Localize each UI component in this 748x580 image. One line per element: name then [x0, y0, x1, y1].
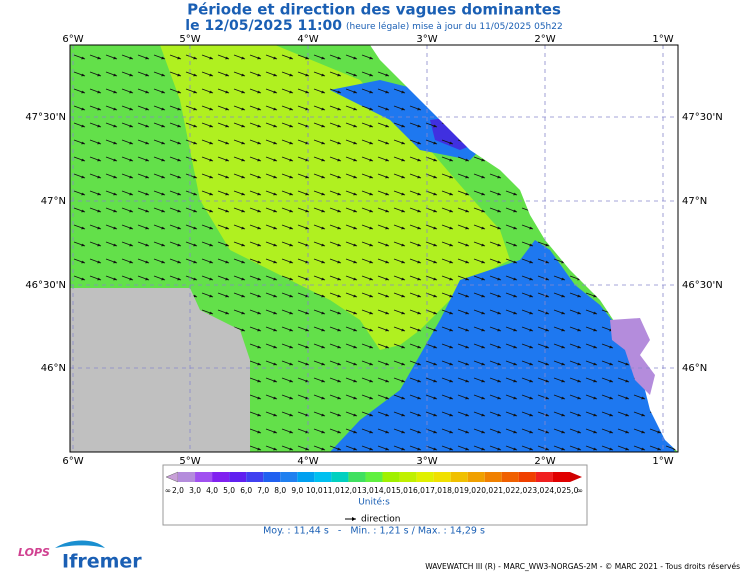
colorbar-segment	[484, 472, 502, 482]
lon-label-top: 5°W	[179, 34, 200, 45]
estuary	[610, 318, 655, 395]
colorbar-label: ∞	[577, 486, 583, 495]
lat-label-right: 46°30'N	[682, 280, 723, 291]
lon-label-top: 1°W	[652, 34, 673, 45]
colorbar-label: 15,0	[391, 486, 408, 495]
colorbar-label: 11,0	[323, 486, 340, 495]
lon-label-top: 2°W	[534, 34, 555, 45]
graticule: 6°W 6°W 5°W 5°W 4°W 4°W 3°W 3°W 2°W 2°W 1°W 1°W 47°3…	[25, 34, 722, 467]
colorbar-label: 6,0	[240, 486, 252, 495]
colorbar-label: 25,0	[562, 486, 579, 495]
subtitle: le 12/05/2025 11:00 (heure légale) mise à…	[185, 18, 562, 34]
colorbar-label: 19,0	[459, 486, 476, 495]
colorbar-segment	[501, 472, 519, 482]
lon-label-bottom: 5°W	[179, 456, 200, 467]
logo-ifremer: Ifremer	[62, 551, 142, 573]
lon-label-bottom: 1°W	[652, 456, 673, 467]
colorbar-segment	[518, 472, 536, 482]
lat-label-left: 47°30'N	[25, 112, 66, 123]
lon-label-top: 6°W	[62, 34, 83, 45]
lon-label-top: 4°W	[297, 34, 318, 45]
colorbar-segment	[178, 472, 196, 482]
credits: WAVEWATCH III (R) - MARC_WW3-NORGAS-2M -…	[425, 562, 740, 571]
lat-label-left: 46°30'N	[25, 280, 66, 291]
colorbar-segment	[212, 472, 230, 482]
logo-wave	[55, 540, 105, 548]
colorbar-segment	[195, 472, 213, 482]
colorbar-label: 18,0	[442, 486, 459, 495]
colorbar-segment	[416, 472, 434, 482]
colorbar-label: 23,0	[528, 486, 545, 495]
land	[370, 45, 678, 452]
colorbar-label: 13,0	[357, 486, 374, 495]
unit: Unité:s	[358, 497, 390, 508]
colorbar-segment	[552, 472, 570, 482]
stats: Moy. : 11,44 s - Min. : 1,21 s / Max. : …	[263, 526, 485, 537]
no-data	[70, 288, 250, 452]
lat-label-left: 47°N	[41, 196, 66, 207]
colorbar-label: 21,0	[493, 486, 510, 495]
lon-label-bottom: 3°W	[416, 456, 437, 467]
update: (heure légale) mise à jour du 11/05/2025…	[346, 21, 563, 32]
colorbar-segment	[263, 472, 281, 482]
colorbar-segment	[467, 472, 485, 482]
lon-label-bottom: 4°W	[297, 456, 318, 467]
colorbar-segment	[450, 472, 468, 482]
colorbar-label: 16,0	[408, 486, 425, 495]
colorbar-label: 4,0	[206, 486, 218, 495]
lon-label-bottom: 2°W	[534, 456, 555, 467]
lat-label-left: 46°N	[41, 363, 66, 374]
lat-label-right: 46°N	[682, 363, 707, 374]
colorbar-label: 7,0	[257, 486, 269, 495]
colorbar-label: 17,0	[425, 486, 442, 495]
logo-lops: LOPS	[18, 546, 50, 559]
colorbar-label: 3,0	[189, 486, 201, 495]
colorbar-segment	[348, 472, 366, 482]
colorbar-label: 24,0	[545, 486, 562, 495]
colorbar-segment	[246, 472, 264, 482]
map	[70, 45, 678, 452]
colorbar-label: 5,0	[223, 486, 235, 495]
colorbar-segment	[229, 472, 247, 482]
colorbar-label: 14,0	[374, 486, 391, 495]
colorbar-label: 22,0	[511, 486, 528, 495]
colorbar-label: 9,0	[291, 486, 303, 495]
map-frame	[69, 44, 679, 453]
date: le 12/05/2025 11:00	[185, 18, 342, 34]
colorbar-label: 10,0	[306, 486, 323, 495]
colorbar-label: 2,0	[172, 486, 184, 495]
colorbar-segment	[280, 472, 298, 482]
colorbar-segment	[314, 472, 332, 482]
lat-label-right: 47°30'N	[682, 112, 723, 123]
direction-arrowhead	[352, 517, 356, 521]
colorbar-segment	[535, 472, 553, 482]
colorbar-segment	[382, 472, 400, 482]
colorbar-segment	[365, 472, 383, 482]
colorbar: ∞ 2,0 3,0 4,0 5,0 6,0 7,0 8,0 9,0 10,0 11,0 12,0 13,…	[165, 471, 583, 495]
colorbar-label: 20,0	[476, 486, 493, 495]
colorbar-label: ∞	[165, 486, 171, 495]
colorbar-label: 12,0	[340, 486, 357, 495]
colorbar-segment	[297, 472, 315, 482]
colorbar-segment	[433, 472, 451, 482]
lon-label-bottom: 6°W	[62, 456, 83, 467]
colorbar-label: 8,0	[274, 486, 286, 495]
direction-label: direction	[361, 515, 400, 525]
lon-label-top: 3°W	[416, 34, 437, 45]
colorbar-end-high	[570, 472, 582, 482]
lat-label-right: 47°N	[682, 196, 707, 207]
colorbar-segment	[399, 472, 417, 482]
title: Période et direction des vagues dominant…	[187, 1, 561, 19]
colorbar-segment	[331, 472, 349, 482]
